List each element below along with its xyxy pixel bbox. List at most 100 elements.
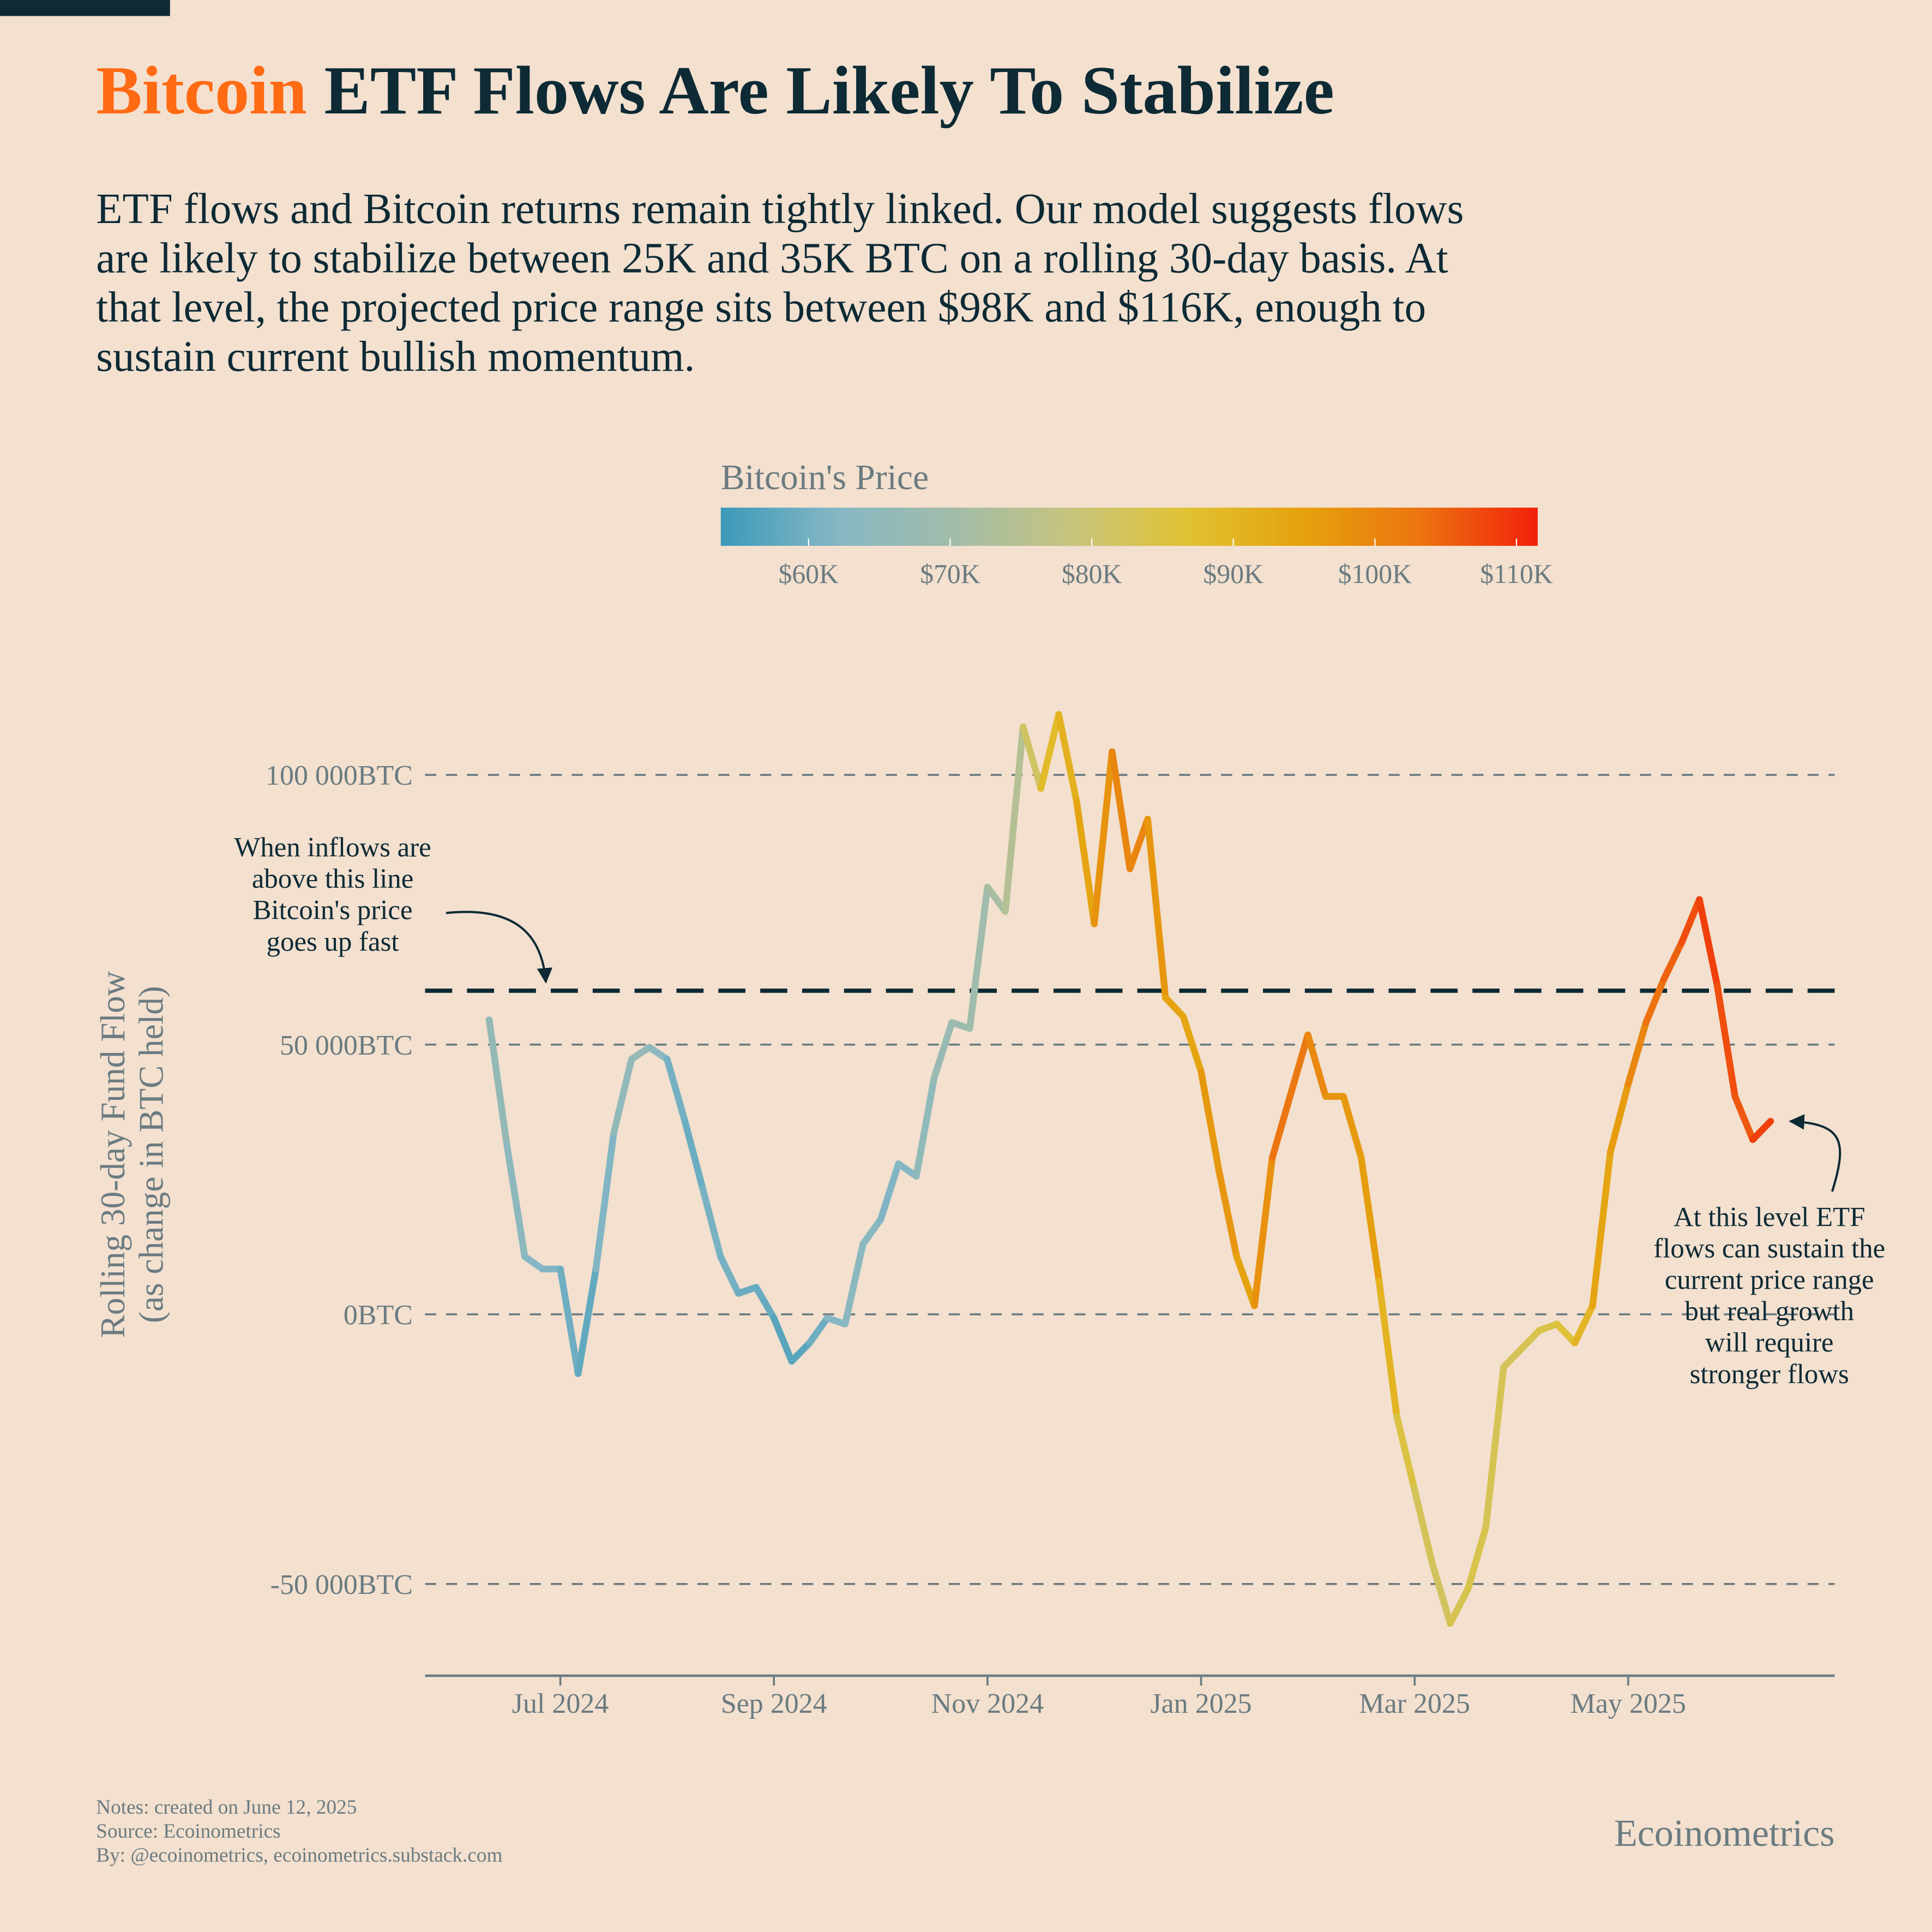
title-highlight: Bitcoin: [96, 52, 307, 129]
line-segment: [1429, 1561, 1454, 1627]
line-segment: [1464, 1524, 1489, 1592]
line-segment: [717, 1253, 742, 1297]
note-line: Notes: created on June 12, 2025: [96, 1796, 357, 1819]
x-tick-label: Nov 2024: [931, 1688, 1044, 1719]
y-axis-title-line: (as change in BTC held): [132, 986, 170, 1323]
line-segment: [841, 1241, 866, 1328]
line-segment: [1358, 1154, 1383, 1285]
line-segment: [699, 1185, 724, 1260]
annotation-line: When inflows are: [234, 832, 431, 862]
line-segment: [1268, 1093, 1293, 1161]
y-tick-label: -50 000BTC: [270, 1569, 413, 1600]
annotation-line: Bitcoin's price: [253, 895, 413, 925]
line-segment: [485, 1016, 510, 1149]
y-tick-label: 50 000BTC: [280, 1030, 413, 1061]
x-tick-label: Mar 2025: [1359, 1688, 1470, 1719]
line-segment: [1518, 1327, 1543, 1352]
line-segment: [1019, 723, 1045, 792]
line-segment: [859, 1215, 884, 1248]
annotation-line: will require: [1705, 1327, 1834, 1358]
line-segment: [1660, 939, 1686, 983]
note-line: By: @ecoinometrics, ecoinometrics.substa…: [96, 1844, 502, 1867]
line-segment: [1713, 982, 1738, 1100]
annotation-line: stronger flows: [1690, 1358, 1849, 1389]
x-tick-label: Jan 2025: [1150, 1688, 1251, 1719]
x-tick-label: May 2025: [1570, 1688, 1686, 1719]
colorbar-tick-label: $90K: [1203, 559, 1263, 589]
note-line: Source: Ecoinometrics: [96, 1820, 280, 1843]
line-segment: [646, 1044, 671, 1063]
line-segment: [1411, 1486, 1436, 1568]
line-segment: [1393, 1413, 1418, 1494]
line-segment: [610, 1056, 635, 1137]
line-segment: [1286, 1031, 1311, 1100]
line-segment: [877, 1160, 902, 1223]
x-tick-label: Jul 2024: [512, 1688, 609, 1719]
line-segment: [1197, 1068, 1223, 1174]
line-segment: [1126, 816, 1151, 872]
line-segment: [930, 1019, 955, 1082]
subtitle-line: that level, the projected price range si…: [96, 284, 1426, 332]
line-segment: [1375, 1277, 1400, 1420]
line-segment: [753, 1284, 778, 1322]
line-segment: [1554, 1320, 1579, 1346]
line-segment: [1731, 1093, 1756, 1143]
subtitle-line: sustain current bullish momentum.: [96, 333, 695, 381]
line-segment: [1233, 1253, 1258, 1309]
line-segment: [966, 883, 991, 1032]
line-segment: [913, 1074, 938, 1180]
line-segment: [1073, 797, 1098, 928]
annotation-line: At this level ETF: [1674, 1201, 1865, 1232]
title-main: ETF Flows Are Likely To Stabilize: [324, 52, 1334, 129]
subtitle: ETF flows and Bitcoin returns remain tig…: [96, 185, 1464, 381]
y-tick-label: 0BTC: [344, 1299, 413, 1331]
annotation-line: flows can sustain the: [1653, 1233, 1885, 1263]
annotation-line: but real growth: [1684, 1296, 1854, 1326]
line-segment: [1144, 816, 1169, 1001]
line-segment: [1642, 976, 1668, 1026]
line-segment: [1055, 711, 1080, 804]
line-segment: [1002, 723, 1027, 915]
line-segment: [575, 1265, 600, 1377]
line-segment: [1749, 1117, 1774, 1143]
y-axis-title-line: Rolling 30-day Fund Flow: [94, 971, 132, 1338]
line-segment: [503, 1142, 528, 1260]
subtitle-line: are likely to stabilize between 25K and …: [96, 234, 1448, 282]
brand: Ecoinometrics: [1614, 1813, 1834, 1855]
line-segment: [628, 1044, 653, 1063]
line-segment: [592, 1129, 617, 1273]
annotation-arrow: [446, 911, 553, 984]
line-segment: [788, 1339, 813, 1365]
annotation-line: current price range: [1665, 1265, 1874, 1295]
annotation-line: above this line: [252, 863, 413, 894]
chart-title: Bitcoin ETF Flows Are Likely To Stabilize: [96, 52, 1334, 129]
line-segment: [664, 1056, 689, 1125]
line-segment: [1037, 711, 1062, 792]
line-segment: [806, 1314, 831, 1346]
colorbar-title: Bitcoin's Price: [721, 458, 929, 497]
colorbar-tick-label: $110K: [1480, 559, 1553, 589]
line-segment: [1607, 1080, 1632, 1155]
line-segment: [1304, 1031, 1329, 1100]
colorbar-tick-label: $80K: [1062, 559, 1122, 589]
line-segment: [681, 1117, 706, 1193]
colorbar-tick-label: $100K: [1338, 559, 1412, 589]
line-segment: [1624, 1019, 1650, 1088]
x-tick-label: Sep 2024: [721, 1688, 827, 1719]
line-segment: [1571, 1302, 1596, 1346]
annotation-arrow: [1789, 1114, 1841, 1192]
line-segment: [1482, 1363, 1507, 1531]
line-segment: [557, 1265, 582, 1377]
annotation-line: goes up fast: [267, 926, 399, 956]
colorbar-tick-label: $70K: [920, 559, 980, 589]
line-segment: [521, 1253, 546, 1273]
line-segment: [771, 1314, 796, 1365]
line-segment: [1215, 1166, 1241, 1260]
corner-bar: [0, 0, 170, 16]
line-segment: [1678, 896, 1703, 946]
line-segment: [1109, 748, 1134, 872]
line-segment: [1091, 748, 1116, 928]
y-axis-title: Rolling 30-day Fund Flow (as change in BT…: [94, 971, 170, 1338]
